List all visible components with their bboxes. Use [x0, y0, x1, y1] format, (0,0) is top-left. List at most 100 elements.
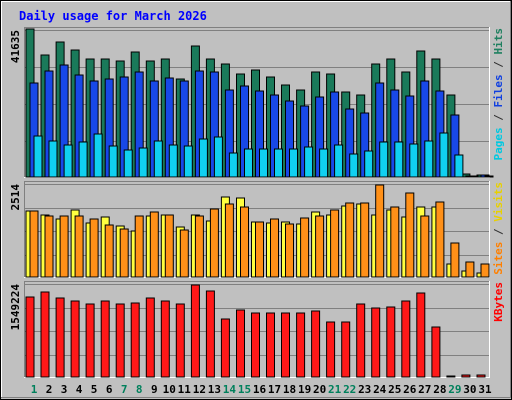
day-label: 25 — [388, 383, 401, 396]
visits-sites-bar — [300, 217, 310, 278]
hits-pages-bar — [228, 152, 238, 178]
kbytes-kbytes-bar — [386, 306, 396, 378]
kbytes-kbytes-bar — [100, 300, 110, 378]
day-label: 12 — [193, 383, 206, 396]
hits-pages-bar — [469, 175, 479, 178]
visits-sites-bar — [450, 242, 460, 278]
visits-sites-bar — [104, 224, 114, 278]
kbytes-panel: 1549224 KBytes — [9, 281, 505, 378]
kbytes-kbytes-bar — [476, 374, 486, 378]
kbytes-kbytes-bar — [461, 374, 471, 378]
visits-sites-bar — [29, 210, 39, 278]
hits-pages-bar — [274, 148, 283, 178]
day-label: 14 — [223, 383, 237, 396]
hits-pages-bar — [334, 144, 344, 178]
visits-sites-bar — [465, 261, 475, 278]
day-label: 11 — [178, 383, 192, 396]
day-label: 29 — [448, 383, 461, 396]
visits-sites-bar — [149, 211, 159, 278]
day-label: 4 — [76, 383, 83, 396]
hits-pages-bar — [48, 140, 58, 178]
visits-legend: Sites / Visits — [492, 182, 505, 275]
hits-pages-bar — [168, 144, 178, 178]
kbytes-kbytes-bar — [311, 310, 321, 378]
visits-sites-bar — [119, 228, 129, 278]
kbytes-kbytes-bar — [130, 302, 140, 378]
hits-pages-bar — [364, 150, 374, 178]
day-label: 31 — [478, 383, 492, 396]
hits-pages-bar — [259, 148, 268, 178]
visits-sites-bar — [435, 201, 445, 278]
visits-sites-bar — [270, 218, 279, 278]
hits-legend: Pages / Files / Hits — [492, 28, 505, 161]
hits-pages-bar — [439, 132, 449, 178]
hits-pages-bar — [153, 140, 163, 178]
day-label: 7 — [121, 383, 128, 396]
visits-sites-bar — [224, 203, 234, 278]
hits-pages-bar — [319, 148, 329, 178]
visits-sites-bar — [89, 218, 99, 278]
visits-sites-bar — [330, 209, 340, 278]
kbytes-kbytes-bar — [115, 303, 125, 378]
hits-pages-bar — [123, 149, 133, 178]
hits-legend-entry: Hits — [492, 28, 505, 55]
day-label: 18 — [283, 383, 296, 396]
day-label: 20 — [313, 383, 326, 396]
visits-sites-bar — [59, 215, 69, 278]
day-label: 16 — [253, 383, 267, 396]
hits-pages-bar — [93, 133, 103, 178]
hits-legend-entry: / — [492, 55, 505, 75]
day-label: 28 — [433, 383, 446, 396]
hits-pages-bar — [78, 141, 88, 178]
visits-sites-bar — [390, 206, 400, 278]
hits-pages-bar — [394, 141, 404, 178]
day-label: 1 — [31, 383, 38, 396]
kbytes-series-kbytes — [25, 284, 486, 378]
day-label: 3 — [61, 383, 68, 396]
hits-pages-bar — [409, 143, 419, 178]
visits-sites-bar — [405, 192, 415, 278]
kbytes-kbytes-bar — [296, 312, 306, 378]
kbytes-legend-entry: KBytes — [492, 282, 505, 322]
visits-sites-bar — [240, 206, 249, 278]
hits-pages-bar — [289, 148, 298, 178]
visits-legend-entry: / — [492, 222, 505, 242]
kbytes-kbytes-bar — [145, 297, 155, 378]
kbytes-kbytes-bar — [190, 284, 200, 378]
visits-legend-entry: Visits — [492, 182, 505, 222]
chart-panels: 41635 Pages / Files / Hits 2514 Sites / Vis… — [9, 27, 505, 378]
kbytes-kbytes-bar — [401, 300, 411, 378]
hits-series-pages — [33, 132, 494, 178]
hits-pages-bar — [213, 136, 223, 178]
kbytes-kbytes-bar — [236, 309, 245, 378]
day-label: 17 — [268, 383, 281, 396]
day-label: 6 — [106, 383, 113, 396]
visits-legend-entry: Sites — [492, 242, 505, 275]
hits-pages-bar — [379, 141, 389, 178]
kbytes-kbytes-bar — [25, 296, 35, 378]
hits-pages-bar — [244, 148, 253, 178]
day-label: 13 — [208, 383, 221, 396]
visits-sites-bar — [345, 202, 355, 278]
chart-title: Daily usage for March 2026 — [19, 9, 207, 23]
hits-pages-bar — [183, 145, 193, 178]
kbytes-kbytes-bar — [416, 292, 426, 378]
hits-pages-bar — [454, 154, 464, 178]
kbytes-kbytes-bar — [266, 312, 275, 378]
hits-legend-entry: / — [492, 108, 505, 128]
day-label: 24 — [373, 383, 387, 396]
hits-pages-bar — [484, 175, 494, 178]
kbytes-kbytes-bar — [70, 300, 80, 378]
kbytes-kbytes-bar — [251, 312, 260, 378]
hits-pages-bar — [108, 145, 118, 178]
kbytes-kbytes-bar — [85, 303, 95, 378]
day-label: 21 — [328, 383, 342, 396]
x-axis-labels: 1 2 3 4 5 6 7 8 9 10 11 12 13 14 15 16 17 18 19 20 21 22 23 24 2… — [31, 383, 492, 396]
day-label: 15 — [238, 383, 251, 396]
visits-sites-bar — [164, 214, 174, 278]
hits-pages-bar — [138, 147, 148, 178]
hits-legend-entry: Pages — [492, 127, 505, 160]
kbytes-kbytes-bar — [356, 303, 366, 378]
kbytes-kbytes-bar — [431, 326, 441, 378]
